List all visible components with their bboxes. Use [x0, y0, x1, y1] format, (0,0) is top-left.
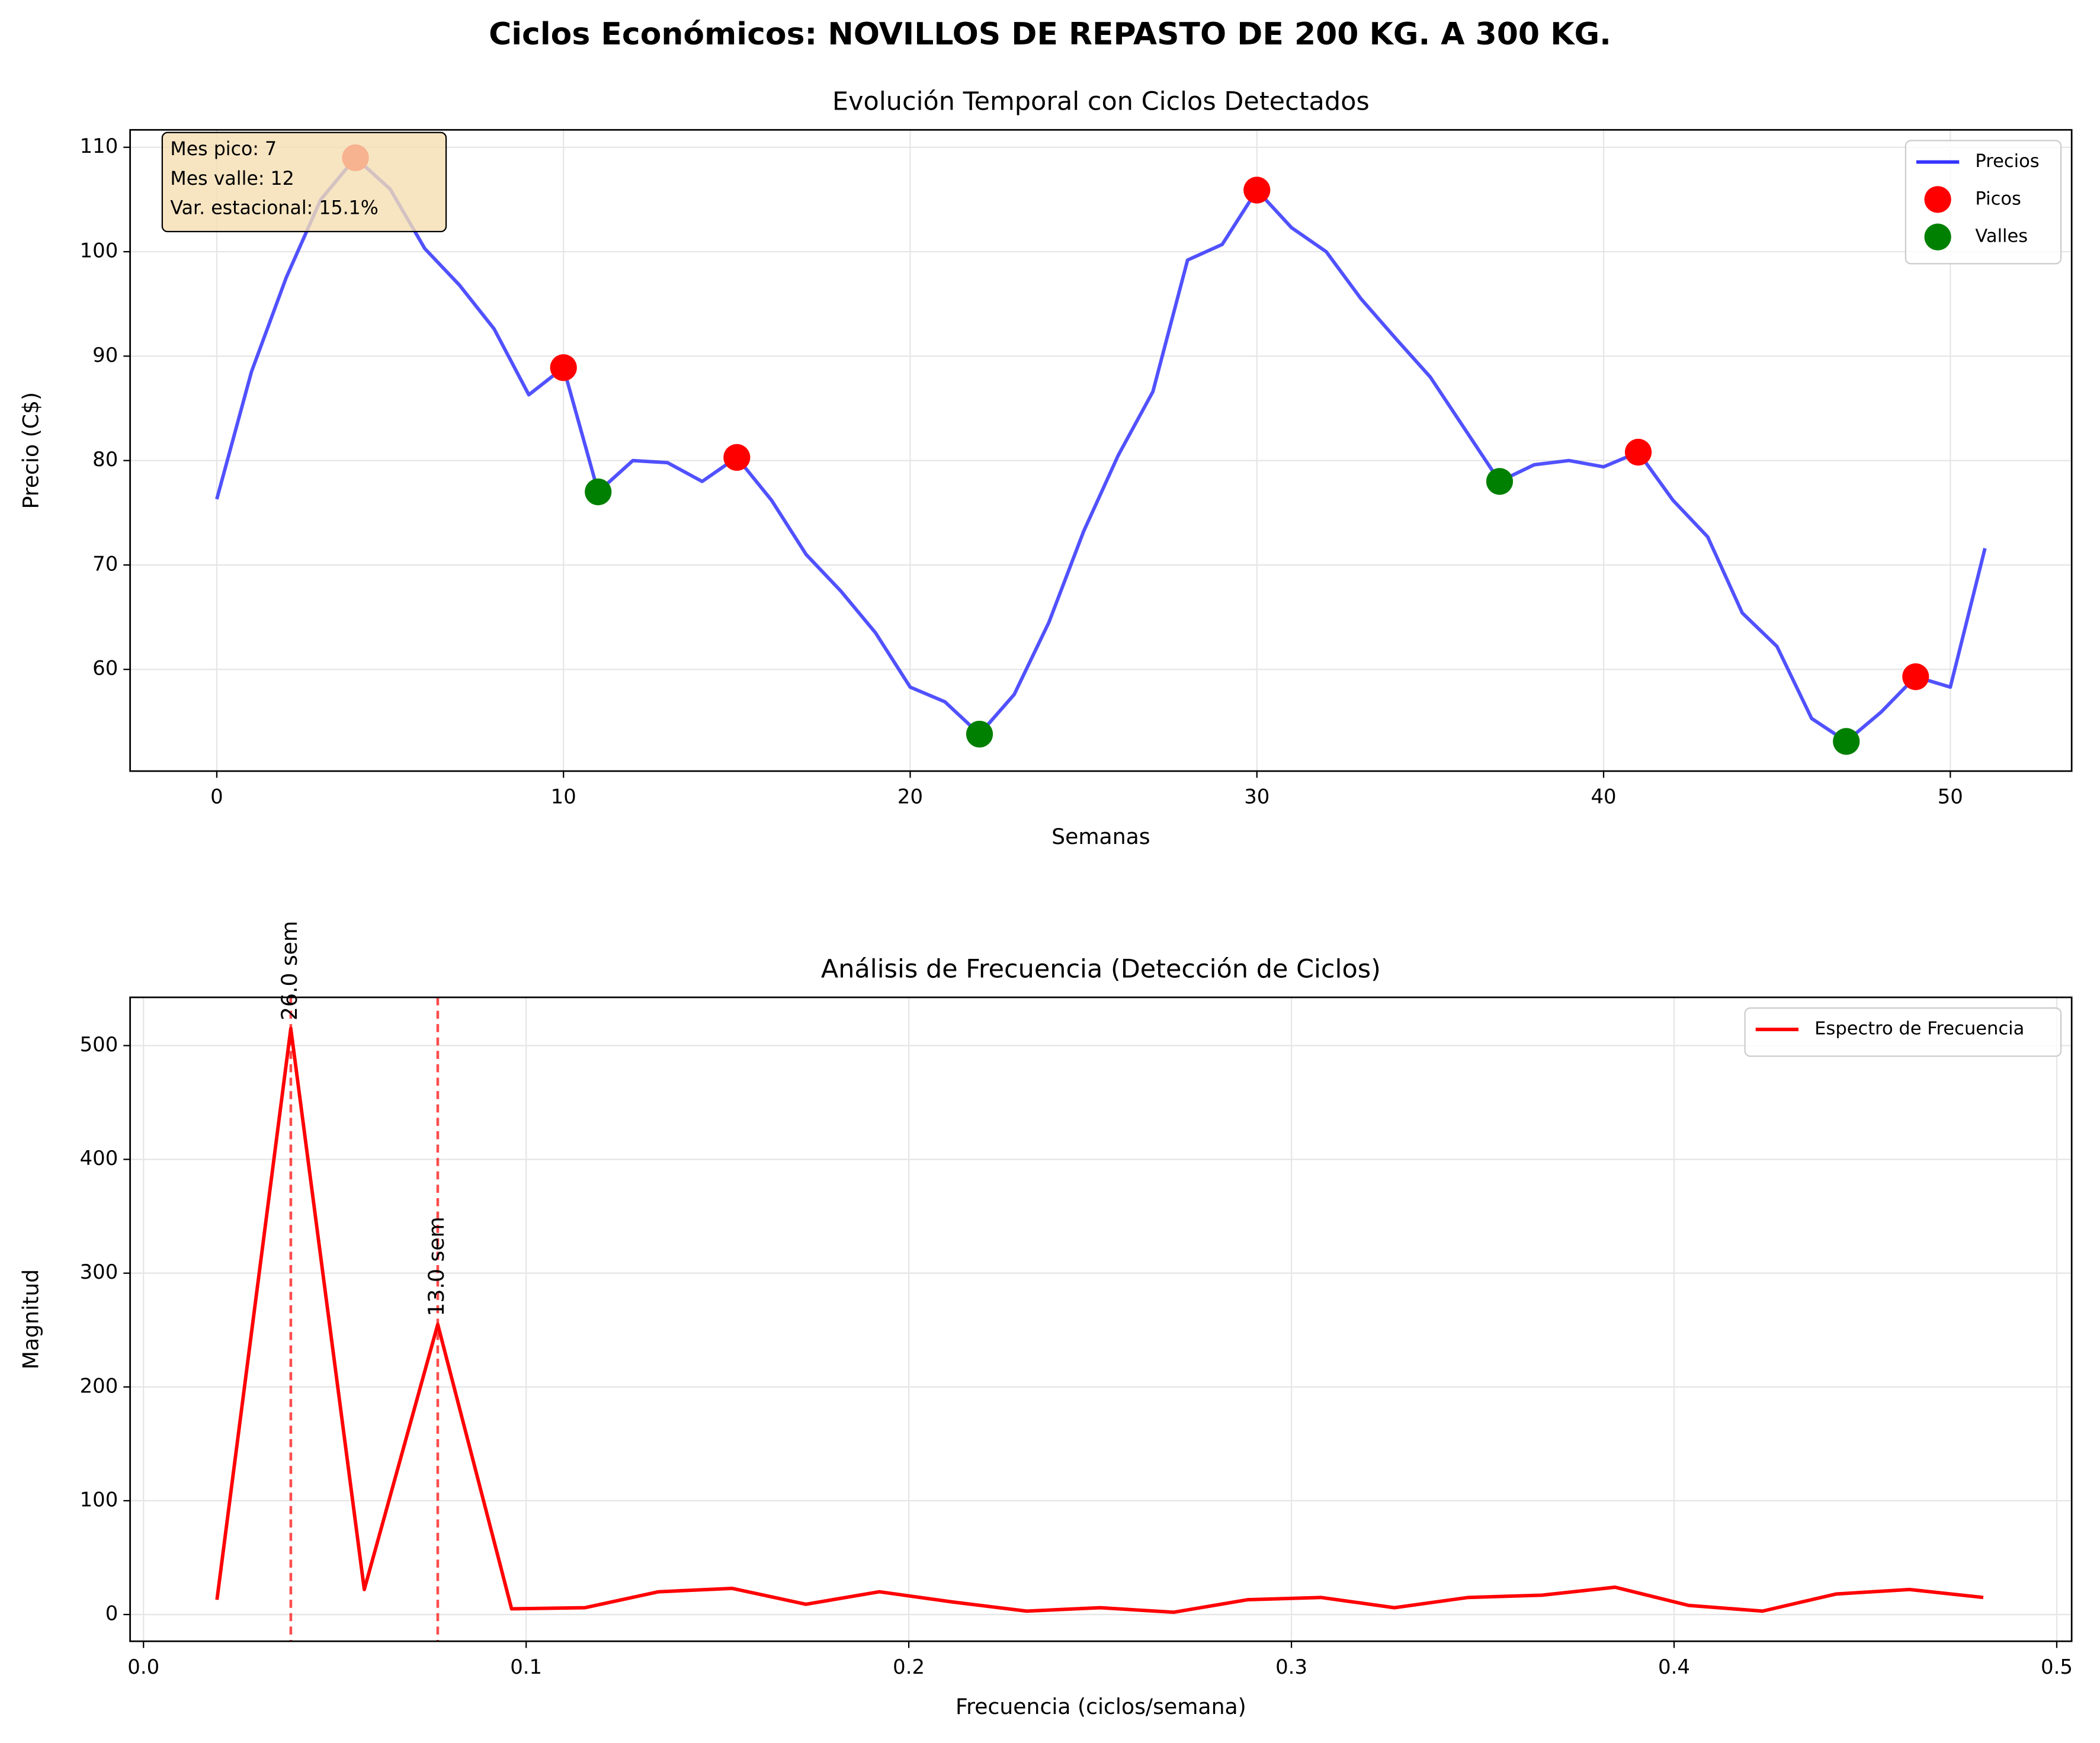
annotation-text: Mes valle: 12 — [170, 168, 294, 190]
chart-title: Análisis de Frecuencia (Detección de Cic… — [821, 954, 1381, 984]
y-tick-label: 100 — [80, 1488, 118, 1511]
y-tick-label: 70 — [92, 552, 118, 575]
y-tick-label: 90 — [92, 344, 118, 367]
y-axis-label: Precio (C$) — [18, 392, 44, 509]
x-tick-label: 40 — [1591, 785, 1616, 808]
point — [723, 444, 751, 471]
annotation-text: Var. estacional: 15.1% — [170, 198, 378, 219]
x-tick-label: 20 — [897, 785, 923, 808]
x-tick-label: 10 — [551, 785, 576, 808]
y-tick-label: 500 — [80, 1033, 118, 1056]
y-tick-label: 100 — [80, 239, 118, 262]
x-tick-label: 0.3 — [1275, 1655, 1307, 1678]
legend-label: Espectro de Frecuencia — [1814, 1019, 2024, 1039]
x-tick-label: 0.4 — [1658, 1655, 1690, 1678]
point — [585, 478, 612, 506]
chart-title: Evolución Temporal con Ciclos Detectados — [832, 87, 1370, 117]
y-tick-label: 200 — [80, 1374, 118, 1397]
legend-label: Precios — [1975, 151, 2039, 172]
y-tick-label: 400 — [80, 1147, 118, 1170]
axes-frame — [129, 996, 2073, 1642]
series-line — [215, 156, 1987, 743]
legend-swatch — [1924, 223, 1951, 251]
x-tick-label: 0.0 — [127, 1655, 159, 1678]
series-line — [215, 1026, 1984, 1614]
x-tick-label: 0.2 — [893, 1655, 925, 1678]
x-tick-label: 30 — [1244, 785, 1269, 808]
cycle-label: 13.0 sem — [424, 1216, 449, 1316]
y-tick-label: 110 — [80, 134, 118, 158]
point — [1833, 728, 1860, 755]
x-tick-label: 50 — [1938, 785, 1963, 808]
legend-label: Valles — [1975, 226, 2028, 247]
legend-box — [1744, 1007, 2062, 1057]
x-tick-label: 0 — [210, 785, 223, 808]
point — [1902, 663, 1929, 691]
x-axis-label: Semanas — [1051, 824, 1150, 849]
y-tick-label: 300 — [80, 1260, 118, 1283]
y-tick-label: 80 — [92, 448, 118, 471]
x-tick-label: 0.1 — [510, 1655, 542, 1678]
y-tick-label: 60 — [92, 657, 118, 680]
axes-frame — [129, 129, 2073, 772]
point — [1624, 438, 1652, 466]
point — [966, 720, 993, 748]
annotation-text: Mes pico: 7 — [170, 139, 277, 160]
figure-title: Ciclos Económicos: NOVILLOS DE REPASTO D… — [489, 17, 1611, 52]
legend-swatch — [1924, 186, 1951, 213]
annotation-box — [161, 131, 447, 233]
point — [1243, 176, 1271, 204]
cycle-label: 26.0 sem — [277, 921, 302, 1020]
y-tick-label: 0 — [105, 1602, 118, 1625]
y-axis-label: Magnitud — [18, 1269, 44, 1369]
point — [550, 354, 577, 381]
point — [1486, 468, 1514, 495]
x-axis-label: Frecuencia (ciclos/semana) — [956, 1694, 1246, 1719]
x-tick-label: 0.5 — [2041, 1655, 2073, 1678]
legend-label: Picos — [1975, 188, 2021, 209]
